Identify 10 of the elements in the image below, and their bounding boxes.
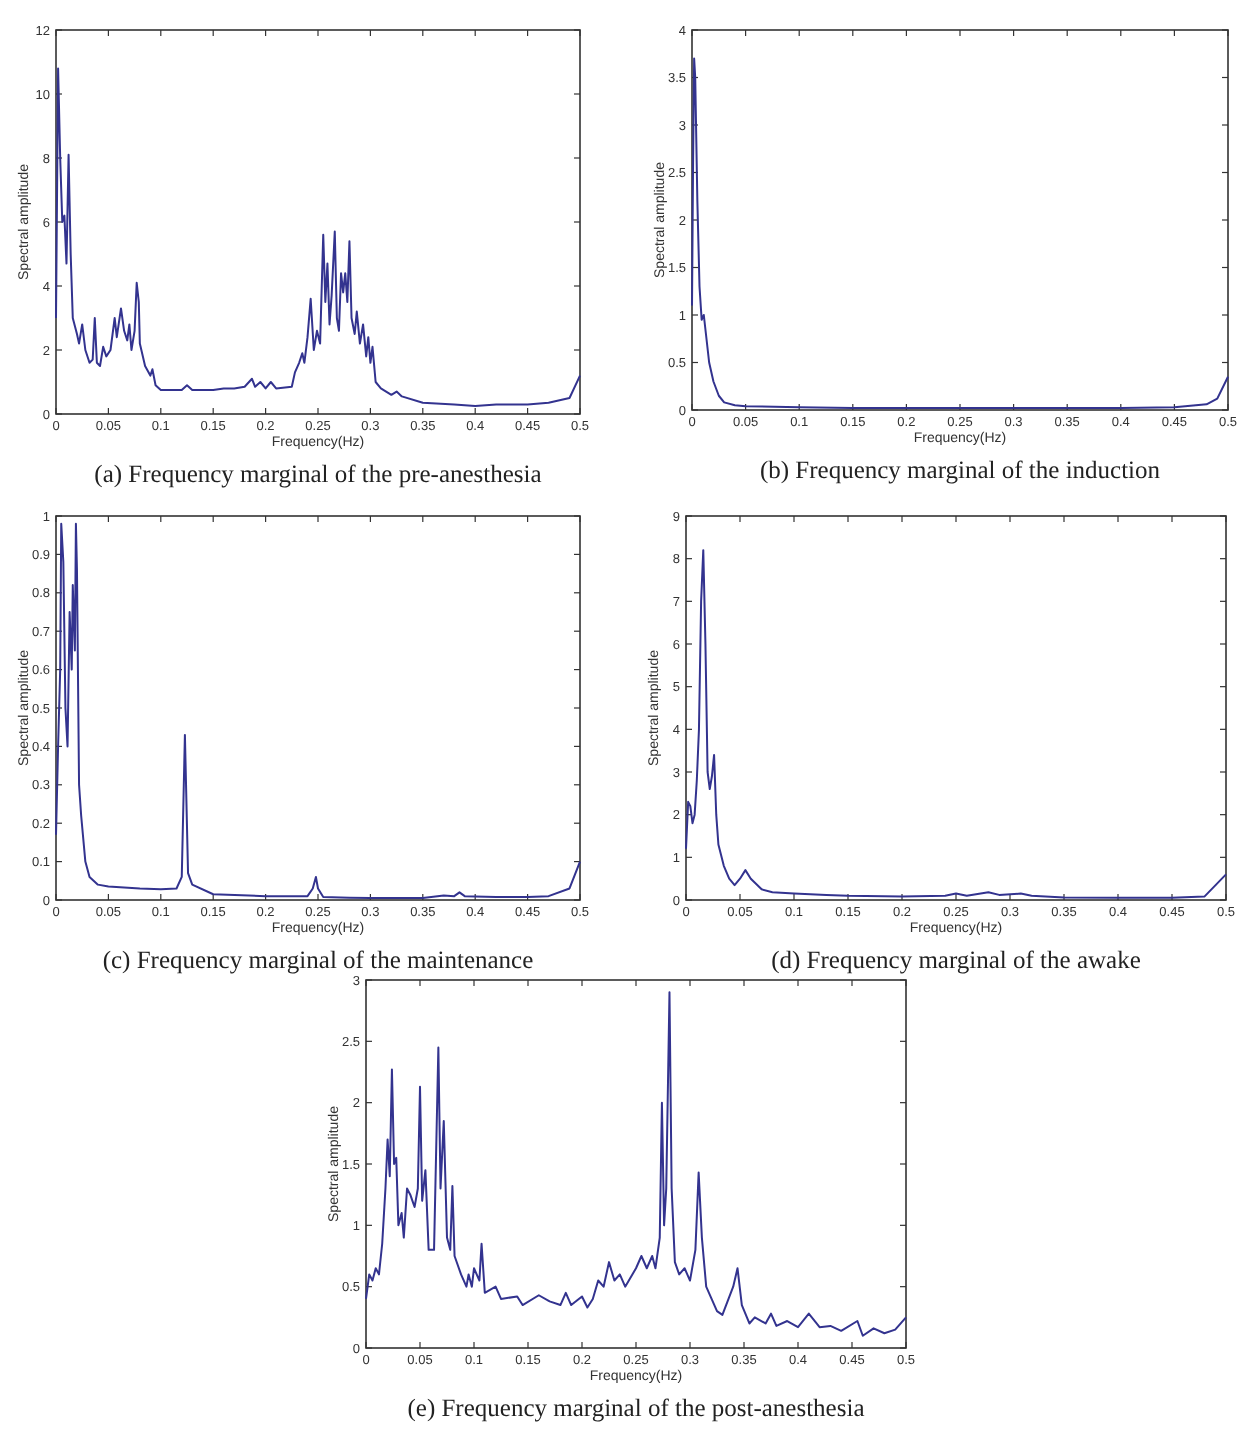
- line-series: [365, 991, 907, 1337]
- text: (c) Frequency marginal of the maintenance: [102, 946, 535, 974]
- text: (a) Frequency marginal of the pre-anesthesia: [94, 460, 543, 488]
- line-series: [685, 549, 1227, 899]
- text: (e) Frequency marginal of the post-anesthesia: [407, 1394, 866, 1422]
- text: (d) Frequency marginal of the awake: [771, 946, 1142, 974]
- line-series: [55, 67, 581, 407]
- line-series: [55, 522, 581, 900]
- line-series: [691, 57, 1229, 410]
- text: (b) Frequency marginal of the induction: [759, 456, 1162, 484]
